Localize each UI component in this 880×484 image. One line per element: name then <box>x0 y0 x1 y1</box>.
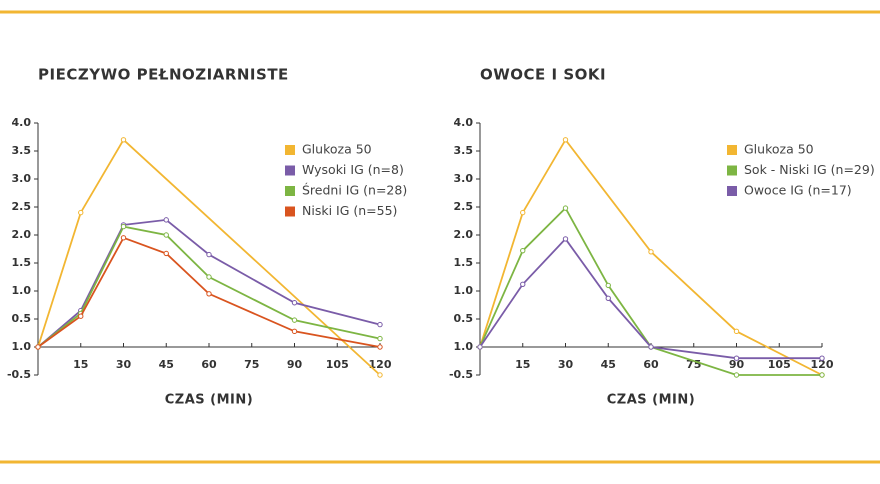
point <box>163 217 169 223</box>
point <box>477 344 483 350</box>
y-tick-label: 3.5 <box>454 144 474 157</box>
y-tick-label: 0.5 <box>12 312 32 325</box>
point <box>377 321 383 328</box>
y-tick-label: 3.0 <box>12 172 32 185</box>
x-axis-title: CZAS (MIN) <box>607 393 695 408</box>
x-tick-label: 75 <box>244 358 259 371</box>
y-tick-label: 2.0 <box>12 228 32 241</box>
x-tick-label: 120 <box>811 358 834 371</box>
x-tick-label: 30 <box>116 358 132 371</box>
y-tick-label: 1.0 <box>12 284 32 297</box>
point <box>291 317 298 323</box>
point <box>163 232 169 238</box>
x-tick-label: 90 <box>729 358 745 371</box>
legend-swatch <box>727 165 737 176</box>
legend-swatch <box>285 165 295 176</box>
point <box>291 328 298 335</box>
point <box>605 282 611 289</box>
y-tick-label: 1.0 <box>454 340 474 353</box>
point <box>120 235 127 241</box>
y-tick-label: 1.5 <box>12 256 32 269</box>
x-tick-label: 75 <box>686 358 701 371</box>
legend-label: Niski IG (n=55) <box>302 203 397 218</box>
y-tick-label: 1.5 <box>454 256 474 269</box>
x-tick-label: 15 <box>73 358 88 371</box>
y-tick-label: 1.0 <box>454 284 474 297</box>
x-tick-label: 30 <box>558 358 574 371</box>
x-axis-title: CZAS (MIN) <box>165 393 253 408</box>
point <box>377 344 383 350</box>
point <box>819 372 825 378</box>
x-tick-label: 15 <box>515 358 530 371</box>
y-tick-label: -0.5 <box>449 368 473 381</box>
legend-swatch <box>285 206 295 217</box>
point <box>648 249 654 255</box>
legend-label: Wysoki IG (n=8) <box>302 162 404 177</box>
series-line <box>479 206 822 376</box>
x-tick-label: 60 <box>201 358 217 371</box>
legend-label: Średni IG (n=28) <box>302 183 407 198</box>
point <box>648 344 654 350</box>
point <box>377 372 383 378</box>
point <box>120 223 127 230</box>
y-tick-label: 0.5 <box>454 312 474 325</box>
point <box>120 137 127 143</box>
x-tick-label: 120 <box>369 358 392 371</box>
chart-title: PIECZYWO PEŁNOZIARNISTE <box>38 66 289 84</box>
point <box>562 137 569 143</box>
point <box>520 281 526 287</box>
point <box>819 355 825 361</box>
y-tick-label: -0.5 <box>7 368 31 381</box>
point <box>206 251 212 258</box>
point <box>562 236 569 242</box>
point <box>733 355 740 361</box>
x-tick-label: 45 <box>601 358 616 371</box>
series-line <box>479 237 822 360</box>
chart-title: OWOCE I SOKI <box>480 66 606 84</box>
legend-label: Glukoza 50 <box>302 142 372 157</box>
series-line <box>37 138 381 376</box>
point <box>206 274 212 280</box>
y-tick-label: 2.0 <box>454 228 474 241</box>
point <box>291 300 298 306</box>
y-tick-label: 4.0 <box>454 116 474 129</box>
point <box>733 372 740 378</box>
point <box>562 205 569 211</box>
legend-swatch <box>285 145 295 155</box>
legend-swatch <box>727 145 737 155</box>
y-tick-label: 2.5 <box>12 200 32 213</box>
x-tick-label: 105 <box>768 358 791 371</box>
y-tick-label: 2.5 <box>454 200 474 213</box>
series-line <box>479 138 823 376</box>
legend-label: Glukoza 50 <box>744 142 814 157</box>
point <box>206 291 212 297</box>
point <box>163 250 169 257</box>
y-tick-label: 3.0 <box>454 172 474 185</box>
point <box>78 209 84 216</box>
legend-label: Owoce IG (n=17) <box>744 183 852 198</box>
point <box>605 295 611 301</box>
legend-swatch <box>727 186 737 196</box>
point <box>520 247 526 254</box>
y-tick-label: 4.0 <box>12 116 32 129</box>
x-tick-label: 60 <box>643 358 659 371</box>
point <box>35 344 41 350</box>
point <box>377 335 383 342</box>
x-tick-label: 45 <box>159 358 174 371</box>
y-tick-label: 3.5 <box>12 144 32 157</box>
point <box>78 313 84 319</box>
point <box>520 209 526 216</box>
point <box>733 328 740 335</box>
x-tick-label: 105 <box>326 358 349 371</box>
legend-label: Sok - Niski IG (n=29) <box>744 162 875 177</box>
x-tick-label: 90 <box>287 358 303 371</box>
y-tick-label: 1.0 <box>12 340 32 353</box>
legend-swatch <box>285 186 295 196</box>
